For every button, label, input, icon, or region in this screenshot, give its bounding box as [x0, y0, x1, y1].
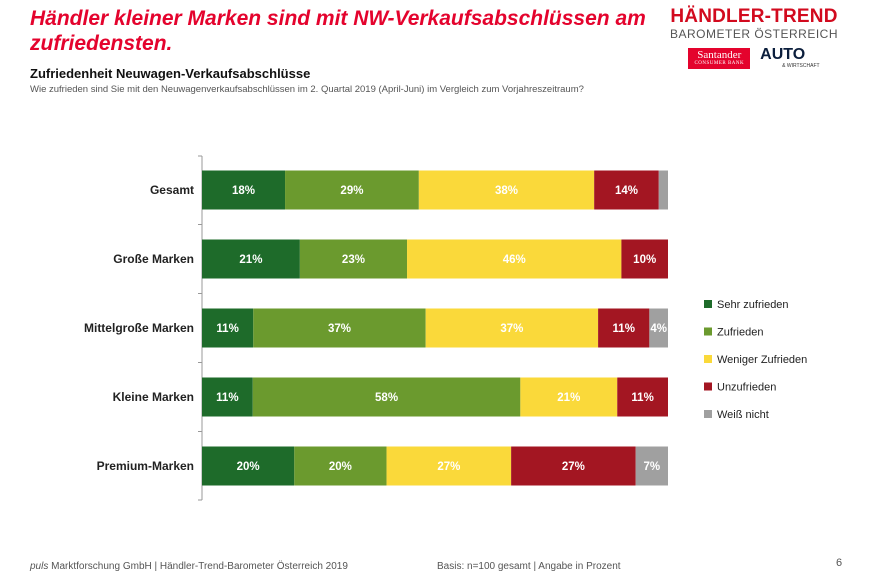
bar-segment — [511, 446, 636, 486]
legend-label: Zufrieden — [717, 327, 763, 339]
footer-company: puls — [30, 561, 49, 572]
bar-segment — [202, 239, 300, 279]
data-label: 37% — [500, 323, 523, 335]
santander-logo-sub: CONSUMER BANK — [694, 60, 745, 66]
category-label: Große Marken — [113, 252, 194, 266]
category-label: Gesamt — [150, 183, 194, 197]
category-label: Premium-Marken — [97, 459, 194, 473]
footer-source-text: Marktforschung GmbH | Händler-Trend-Baro… — [48, 561, 348, 572]
bar-segment — [520, 377, 618, 417]
data-label: 7% — [644, 461, 661, 473]
data-label: 11% — [216, 392, 238, 404]
data-label: 11% — [216, 323, 238, 335]
data-label: 46% — [503, 254, 526, 266]
legend-label: Weiß nicht — [717, 409, 769, 421]
data-label: 23% — [342, 254, 365, 266]
headline: Händler kleiner Marken sind mit NW-Verka… — [30, 7, 646, 55]
bar-segment — [594, 170, 659, 210]
legend-label: Unzufrieden — [717, 382, 776, 394]
bar-segment — [418, 170, 595, 210]
data-label: 20% — [237, 461, 260, 473]
legend-swatch — [704, 382, 712, 391]
legend-swatch — [704, 300, 712, 308]
bar-segment — [202, 377, 253, 417]
bar-segment — [598, 308, 650, 348]
chart-subtitle: Zufriedenheit Neuwagen-Verkaufsabschlüss… — [30, 66, 311, 81]
data-label: 38% — [495, 185, 518, 197]
bar-segment — [658, 170, 668, 210]
bar-segment — [407, 239, 622, 279]
data-label: 27% — [562, 461, 585, 473]
data-label: 4% — [650, 323, 667, 335]
bar-segment — [202, 308, 254, 348]
data-label: 11% — [613, 323, 635, 335]
auto-wirtschaft-logo: AUTO & WIRTSCHAFT — [760, 46, 820, 70]
bar-segment — [202, 446, 295, 486]
bar-segment — [386, 446, 512, 486]
auto-logo-sub: & WIRTSCHAFT — [782, 63, 820, 69]
data-label: 11% — [631, 392, 653, 404]
bar-segment — [635, 446, 668, 486]
brand-logo-block: HÄNDLER-TREND BAROMETER ÖSTERREICH Santa… — [664, 6, 844, 69]
bar-segment — [252, 377, 521, 417]
page-number: 6 — [836, 557, 843, 569]
santander-logo: Santander CONSUMER BANK — [688, 47, 751, 69]
bar-segment — [649, 308, 668, 348]
bar-segment — [202, 170, 286, 210]
brand-subtitle: BAROMETER ÖSTERREICH — [669, 27, 838, 41]
footer-source: puls Marktforschung GmbH | Händler-Trend… — [30, 561, 348, 572]
legend-label: Sehr zufrieden — [717, 299, 789, 311]
data-label: 29% — [340, 185, 363, 197]
bar-segment — [617, 377, 668, 417]
sponsor-logos: Santander CONSUMER BANK AUTO & WIRTSCHAF… — [664, 47, 844, 69]
data-label: 18% — [232, 185, 255, 197]
category-label: Mittelgroße Marken — [84, 321, 194, 335]
category-label: Kleine Marken — [113, 390, 194, 404]
bar-segment — [294, 446, 387, 486]
santander-logo-name: Santander — [697, 48, 742, 61]
brand-title: HÄNDLER-TREND — [670, 6, 838, 27]
legend-label: Weniger Zufrieden — [717, 354, 807, 366]
bar-segment — [285, 170, 419, 210]
data-label: 27% — [437, 461, 460, 473]
bar-segment — [299, 239, 408, 279]
survey-question: Wie zufrieden sind Sie mit den Neuwagenv… — [30, 84, 584, 95]
bar-segment — [253, 308, 426, 348]
footer-basis: Basis: n=100 gesamt | Angabe in Prozent — [437, 561, 621, 572]
legend-swatch — [704, 410, 712, 418]
data-label: 10% — [633, 254, 656, 266]
data-label: 20% — [329, 461, 352, 473]
bar-segment — [621, 239, 668, 279]
auto-logo-name: AUTO — [760, 46, 806, 63]
legend-swatch — [704, 327, 712, 336]
data-label: 58% — [375, 392, 398, 404]
bar-segment — [425, 308, 599, 348]
legend-swatch — [704, 355, 712, 363]
data-label: 21% — [239, 254, 262, 266]
data-label: 37% — [328, 323, 351, 335]
data-label: 14% — [615, 185, 638, 197]
data-label: 21% — [557, 392, 580, 404]
